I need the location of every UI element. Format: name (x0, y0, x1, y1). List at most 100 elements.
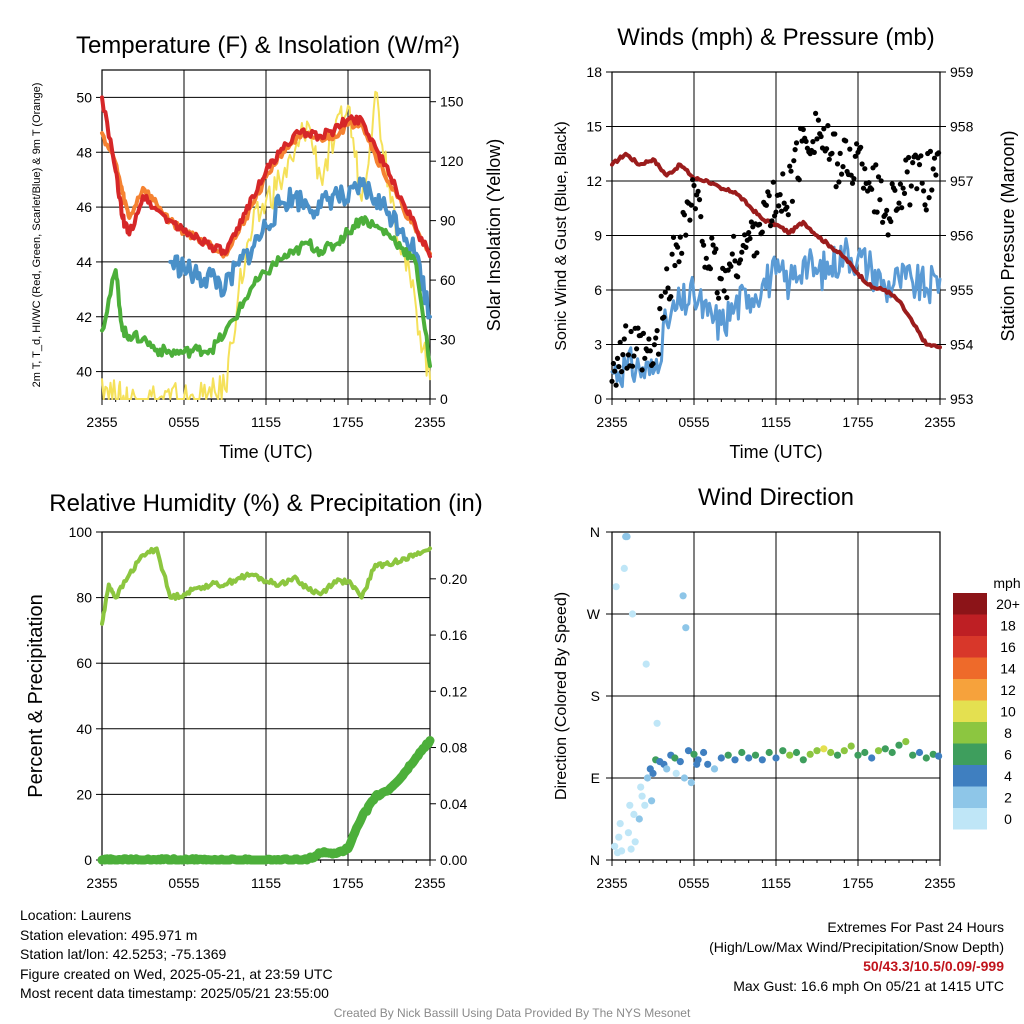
gust-point (737, 257, 744, 263)
series-line-pressure (610, 151, 942, 350)
gust-point (931, 155, 938, 161)
gust-point (885, 232, 891, 238)
y2-tick-label: 30 (440, 332, 456, 348)
gust-point (778, 208, 785, 214)
gust-point (713, 246, 719, 252)
gust-point (692, 206, 699, 212)
gust-point (811, 149, 817, 155)
gust-point (731, 233, 737, 239)
gust-point (862, 166, 868, 172)
direction-point (616, 820, 624, 828)
y-axis-label-wind-direction: Direction (Colored By Speed) (553, 592, 570, 800)
gust-point (825, 123, 831, 129)
colorbar-swatch (953, 722, 987, 744)
plot-frame (101, 69, 431, 400)
gust-point (777, 192, 783, 198)
gust-point (735, 274, 741, 280)
direction-point (704, 760, 712, 768)
y2-axis-label-temperature: Solar Insolation (Yellow) (484, 139, 504, 331)
gust-point (916, 162, 923, 168)
direction-point (745, 754, 753, 762)
direction-point (888, 748, 896, 757)
direction-point (672, 769, 680, 778)
y-tick-label: W (587, 606, 601, 622)
gust-point (654, 328, 660, 334)
gust-point (818, 133, 824, 140)
x-tick-label: 0555 (678, 414, 709, 430)
gust-point (926, 195, 932, 201)
gust-point (849, 180, 856, 186)
direction-point (648, 797, 656, 805)
series-line-solar (101, 90, 431, 400)
gust-point (675, 244, 681, 250)
gust-point (880, 219, 886, 225)
direction-point (684, 747, 693, 755)
direction-point (765, 748, 773, 757)
y2-tick-label: 0.12 (440, 683, 467, 699)
gust-point (897, 181, 904, 187)
gust-point (732, 258, 738, 264)
gust-point (906, 154, 912, 161)
gust-point (899, 205, 905, 211)
gust-point (896, 200, 902, 206)
colorbar-label: 10 (1000, 703, 1016, 719)
gust-point (635, 325, 641, 331)
y-tick-label: 6 (594, 282, 602, 298)
direction-point (693, 760, 701, 768)
y2-tick-label: 60 (440, 272, 456, 288)
y2-tick-label: 0.08 (440, 740, 467, 756)
extremes-title: Extremes For Past 24 Hours (827, 919, 1004, 935)
gust-point (609, 378, 615, 384)
x-tick-label: 2355 (924, 875, 955, 891)
gust-point (688, 202, 694, 208)
y2-tick-label: 956 (950, 228, 974, 244)
gust-point (901, 190, 908, 196)
y2-tick-label: 958 (950, 119, 974, 135)
y2-tick-label: 954 (950, 337, 974, 353)
direction-points (611, 533, 943, 857)
gust-point (690, 177, 696, 183)
credit-line: Created By Nick Bassill Using Data Provi… (333, 1006, 691, 1020)
chart-title-humidity: Relative Humidity (%) & Precipitation (i… (49, 490, 482, 517)
direction-point (682, 624, 690, 632)
x-tick-label: 1755 (332, 875, 363, 891)
x-tick-label: 2355 (86, 414, 117, 430)
gust-point (882, 212, 888, 218)
direction-point (895, 741, 903, 749)
colorbar-label: 4 (1004, 768, 1012, 784)
y2-tick-label: 90 (440, 213, 456, 229)
chart-panel-winds: 2355 0555 1155 1755 2355 0 3 6 9 12 15 18 953 954 955 9… (586, 64, 973, 430)
x-tick-label: 1755 (842, 875, 873, 891)
gust-point (900, 185, 906, 191)
direction-point (680, 774, 689, 782)
gust-point (839, 171, 845, 177)
colorbar-swatch (953, 636, 987, 658)
direction-point (758, 756, 766, 764)
gust-point (625, 352, 632, 358)
gust-point (873, 162, 879, 168)
gust-point (791, 158, 797, 164)
gust-point (748, 219, 755, 225)
direction-point (663, 765, 671, 773)
direction-point (623, 533, 631, 541)
gust-point (933, 172, 939, 178)
station-latlon: Station lat/lon: 42.5253; -75.1369 (20, 946, 227, 963)
direction-point (615, 833, 623, 841)
gust-point (888, 218, 894, 225)
colorbar-label: 6 (1004, 746, 1012, 762)
gust-point (634, 346, 640, 352)
x-tick-label: 2355 (414, 414, 445, 430)
gust-point (695, 188, 701, 194)
gust-point (789, 198, 796, 204)
gust-point (815, 117, 822, 123)
y-tick-label: 46 (76, 199, 92, 215)
y2-tick-label: 0.20 (440, 571, 467, 587)
direction-point (847, 742, 855, 750)
gust-point (721, 288, 727, 294)
gust-point (628, 328, 634, 335)
y2-tick-label: 0.16 (440, 627, 467, 643)
gust-point (687, 217, 693, 223)
colorbar-swatch (953, 679, 987, 701)
direction-point (649, 769, 657, 778)
gust-point (826, 156, 832, 162)
